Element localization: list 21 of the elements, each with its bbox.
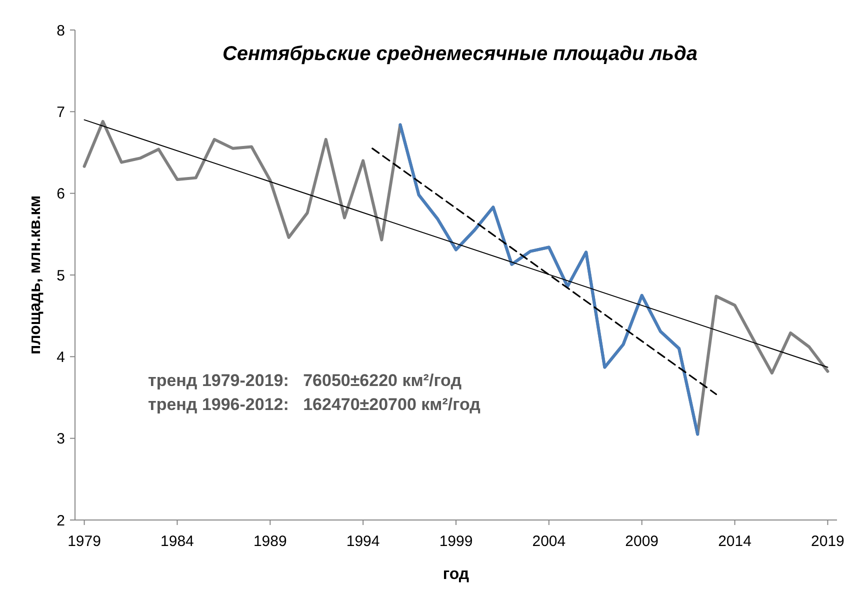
- annotation: тренд 1979-2019: 76050±6220 км²/год: [148, 371, 462, 390]
- annotation: тренд 1996-2012: 162470±20700 км²/год: [148, 395, 481, 414]
- y-tick-label: 6: [56, 186, 65, 203]
- x-tick-label: 1984: [160, 533, 194, 550]
- y-axis-title: площадь, млн.кв.км: [27, 195, 44, 355]
- x-tick-label: 2019: [811, 533, 844, 550]
- y-tick-label: 2: [56, 512, 65, 530]
- y-tick-label: 7: [56, 104, 65, 121]
- x-tick-label: 1994: [346, 533, 380, 550]
- x-axis-title: год: [442, 566, 470, 583]
- y-tick-label: 3: [56, 430, 65, 448]
- y-tick-label: 8: [56, 22, 65, 40]
- text: Сентябрьские среднемесячные площади льда: [222, 43, 698, 65]
- y-tick-label: 5: [56, 267, 65, 284]
- x-tick-label: 2009: [625, 533, 659, 550]
- x-tick-label: 2004: [532, 533, 566, 550]
- x-tick-label: 1999: [439, 533, 473, 550]
- x-tick-label: 1979: [68, 533, 101, 550]
- x-tick-label: 1989: [253, 533, 287, 550]
- y-tick-label: 4: [56, 348, 65, 366]
- x-tick-label: 2014: [718, 533, 752, 550]
